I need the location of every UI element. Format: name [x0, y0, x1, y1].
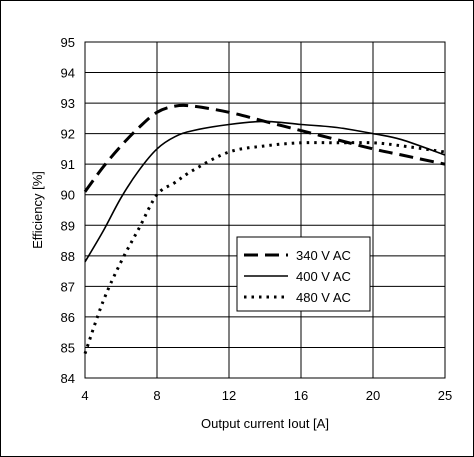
y-axis-title: Efficiency [%]	[30, 171, 45, 249]
y-tick-labels: 84 85 86 87 88 89 90 91 92 93 94 95	[61, 35, 75, 386]
y-tick-label: 86	[61, 310, 75, 325]
x-tick-label: 12	[222, 388, 236, 403]
legend-label-480-v-ac: 480 V AC	[296, 290, 351, 305]
y-tick-label: 89	[61, 218, 75, 233]
x-tick-label: 16	[294, 388, 308, 403]
x-tick-label: 4	[81, 388, 88, 403]
plot-border	[84, 41, 446, 379]
series-layer	[83, 103, 446, 355]
series-line-340-v-ac	[83, 103, 446, 193]
y-tick-label: 84	[61, 371, 75, 386]
x-tick-labels: 4 8 12 16 20 25	[81, 388, 452, 403]
y-tick-label: 85	[61, 340, 75, 355]
y-tick-label: 94	[61, 66, 75, 81]
y-tick-label: 91	[61, 157, 75, 172]
vertical-gridlines	[156, 42, 374, 378]
x-axis-title: Output current Iout [A]	[201, 416, 329, 431]
x-tick-label: 25	[438, 388, 452, 403]
series-line-400-v-ac	[84, 120, 446, 263]
horizontal-gridlines	[85, 72, 445, 348]
y-tick-label: 95	[61, 35, 75, 50]
y-tick-label: 87	[61, 279, 75, 294]
legend-label-340-v-ac: 340 V AC	[296, 248, 351, 263]
legend-box	[236, 236, 371, 312]
y-tick-label: 90	[61, 188, 75, 203]
y-tick-label: 92	[61, 127, 75, 142]
plot-background	[85, 42, 445, 378]
y-tick-label: 88	[61, 249, 75, 264]
y-tick-label: 93	[61, 96, 75, 111]
legend: 340 V AC 400 V AC 480 V AC	[236, 236, 371, 312]
legend-label-400-v-ac: 400 V AC	[296, 269, 351, 284]
x-tick-label: 20	[366, 388, 380, 403]
x-tick-label: 8	[153, 388, 160, 403]
